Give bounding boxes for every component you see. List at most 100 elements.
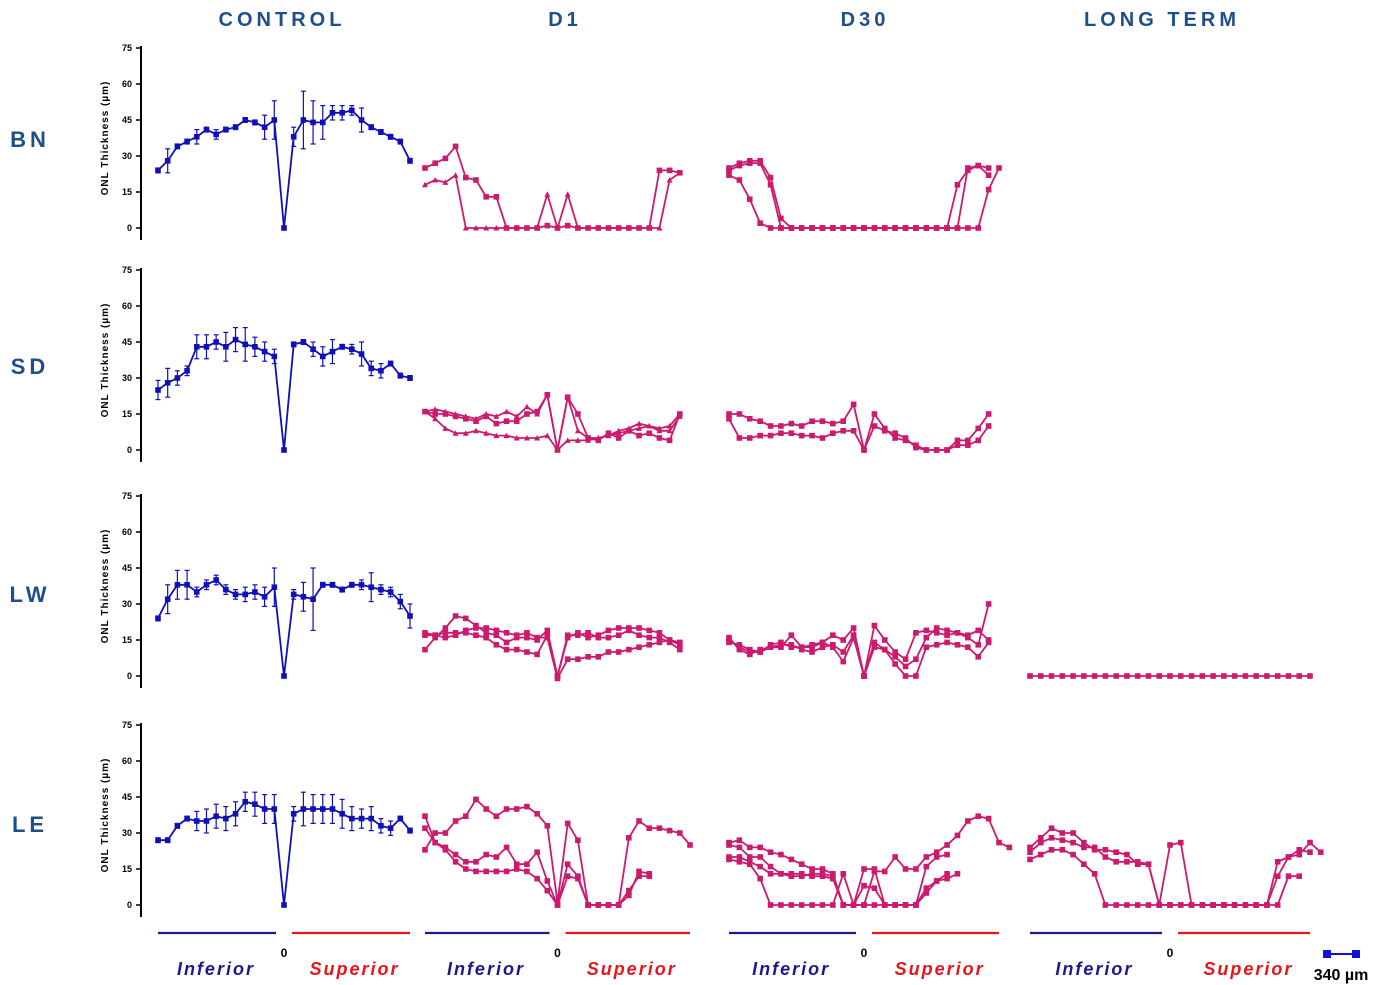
data-point bbox=[503, 408, 510, 415]
data-point bbox=[513, 806, 520, 812]
data-point bbox=[349, 582, 355, 588]
data-point bbox=[626, 428, 632, 434]
data-point bbox=[339, 110, 345, 116]
data-point bbox=[483, 851, 489, 858]
data-point bbox=[422, 630, 428, 636]
column-header-long-term: LONG TERM bbox=[1084, 9, 1240, 31]
row-header-sd: SD bbox=[11, 354, 50, 379]
data-point bbox=[155, 837, 161, 843]
y-tick-label: 60 bbox=[122, 79, 132, 89]
data-point bbox=[271, 584, 278, 590]
data-point bbox=[462, 859, 469, 865]
y-tick-label: 45 bbox=[122, 792, 132, 802]
data-point bbox=[472, 427, 479, 434]
data-point bbox=[726, 854, 732, 860]
data-point bbox=[1167, 902, 1173, 908]
data-point bbox=[1059, 673, 1066, 679]
data-point bbox=[767, 432, 774, 439]
data-point bbox=[892, 902, 898, 908]
data-point bbox=[349, 346, 355, 352]
data-point bbox=[1317, 849, 1324, 855]
data-point bbox=[605, 634, 612, 641]
data-point bbox=[544, 191, 551, 197]
data-point bbox=[656, 634, 663, 641]
data-point bbox=[746, 651, 753, 658]
data-point bbox=[397, 815, 404, 822]
data-point bbox=[462, 430, 469, 436]
data-point bbox=[923, 225, 930, 231]
data-point bbox=[666, 427, 673, 434]
data-point bbox=[387, 134, 394, 140]
data-point bbox=[757, 160, 763, 166]
data-point bbox=[944, 842, 950, 848]
data-point bbox=[544, 432, 551, 439]
data-point bbox=[830, 420, 836, 427]
data-point bbox=[544, 222, 551, 229]
data-point bbox=[746, 196, 753, 202]
data-point bbox=[452, 632, 459, 638]
data-point bbox=[300, 117, 307, 123]
data-point bbox=[788, 856, 795, 863]
data-point bbox=[462, 416, 469, 422]
data-point bbox=[871, 902, 878, 908]
data-point bbox=[1059, 830, 1066, 836]
data-point bbox=[757, 875, 763, 882]
data-point bbox=[164, 596, 171, 602]
data-point bbox=[1070, 673, 1076, 679]
y-tick-label: 45 bbox=[122, 115, 132, 125]
panel-bn-d30 bbox=[726, 158, 1002, 231]
data-point bbox=[985, 186, 992, 193]
data-point bbox=[1081, 673, 1087, 679]
data-point bbox=[1124, 859, 1130, 865]
data-point bbox=[850, 428, 857, 434]
data-point bbox=[534, 225, 541, 231]
data-point bbox=[809, 866, 815, 872]
data-point bbox=[1253, 902, 1259, 908]
data-point bbox=[473, 868, 479, 875]
data-point bbox=[757, 649, 763, 655]
data-point bbox=[1177, 839, 1184, 846]
data-point bbox=[524, 649, 530, 655]
y-tick-label: 15 bbox=[122, 409, 132, 419]
data-point bbox=[310, 596, 316, 602]
data-point bbox=[954, 630, 961, 636]
data-point bbox=[213, 339, 219, 345]
panel-le-control bbox=[155, 791, 413, 908]
data-point bbox=[442, 179, 449, 185]
data-point bbox=[933, 625, 940, 631]
data-point bbox=[656, 427, 663, 434]
data-point bbox=[493, 432, 500, 439]
panel-le-d1 bbox=[422, 796, 693, 908]
y-tick-label: 75 bbox=[122, 265, 132, 275]
data-point bbox=[1156, 902, 1163, 908]
data-point bbox=[554, 675, 561, 682]
data-point bbox=[1124, 902, 1130, 908]
data-point bbox=[534, 435, 541, 441]
data-point bbox=[523, 403, 530, 410]
data-point bbox=[666, 827, 673, 834]
data-point bbox=[798, 432, 805, 439]
data-point bbox=[736, 646, 743, 653]
data-point bbox=[861, 866, 867, 872]
data-point bbox=[677, 639, 683, 646]
data-point bbox=[767, 871, 774, 877]
inferior-label: Inferior bbox=[1055, 959, 1133, 979]
data-point bbox=[944, 875, 950, 882]
data-point bbox=[954, 642, 961, 648]
data-point bbox=[574, 225, 581, 231]
data-point bbox=[830, 225, 836, 231]
data-point bbox=[975, 437, 982, 444]
data-point bbox=[746, 859, 753, 865]
data-point bbox=[1091, 844, 1098, 851]
data-point bbox=[1231, 902, 1238, 908]
data-point bbox=[736, 177, 743, 183]
data-point bbox=[726, 416, 732, 422]
data-point bbox=[1145, 861, 1152, 867]
y-tick-label: 0 bbox=[127, 671, 132, 681]
data-point bbox=[636, 425, 643, 431]
data-point bbox=[840, 658, 847, 665]
data-point bbox=[462, 813, 469, 819]
series-line bbox=[424, 827, 650, 908]
data-point bbox=[432, 160, 438, 166]
data-point bbox=[595, 634, 602, 641]
